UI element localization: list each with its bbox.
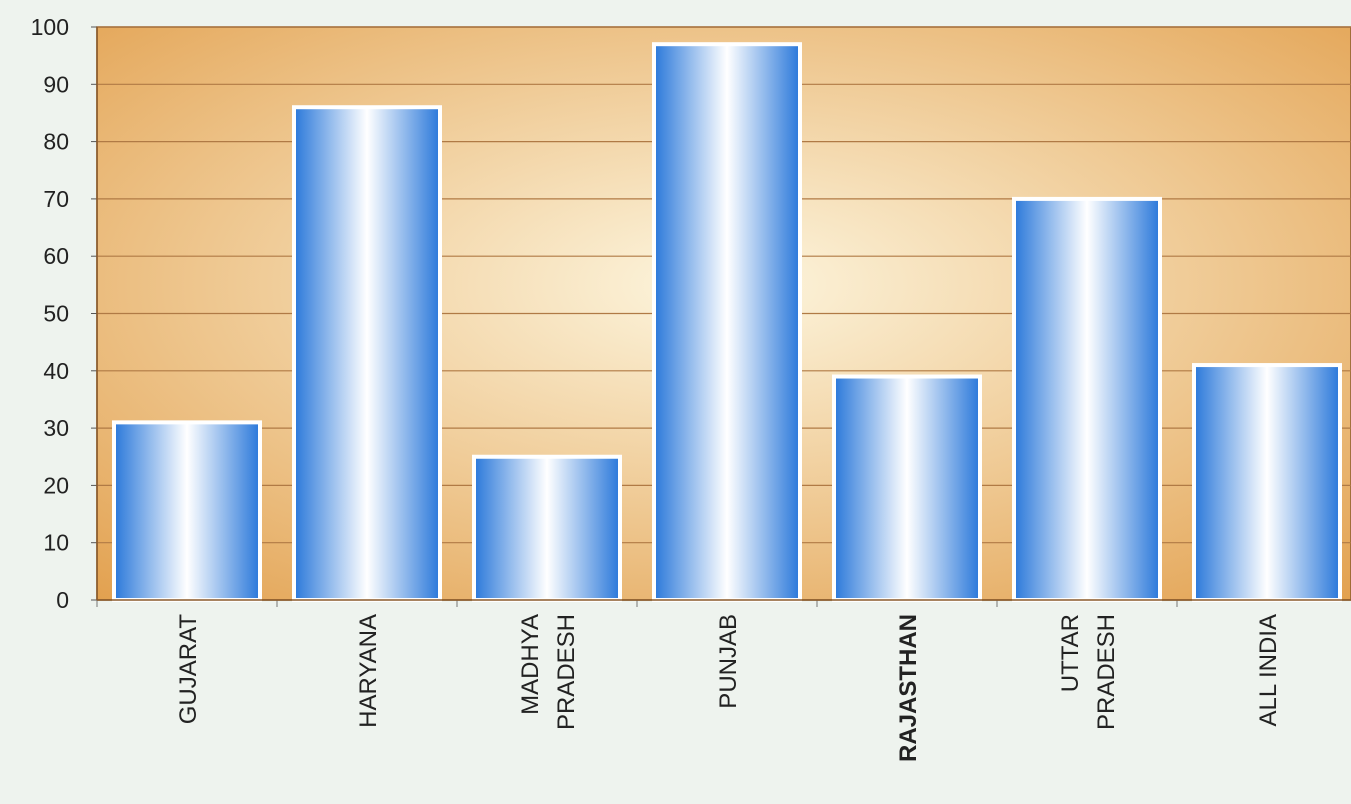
y-tick-label: 30 (43, 415, 69, 441)
y-tick-label: 60 (43, 243, 69, 269)
x-axis: GUJARAT HARYANA MADHYA PRADESH PUNJAB RAJASTH… (96, 599, 1351, 762)
y-tick-label: 40 (43, 358, 69, 384)
bar-uttar-pradesh (1012, 196, 1162, 602)
bar-rajasthan (832, 374, 982, 602)
bar-punjab (652, 42, 802, 602)
y-tick-label: 10 (43, 530, 69, 556)
bar-haryana (292, 105, 442, 602)
x-tick-label: MADHYA PRADESH (517, 614, 580, 730)
bar-all-india (1192, 363, 1342, 602)
x-tick-label-line: GUJARAT (175, 614, 202, 725)
x-tick-label-line: PRADESH (553, 614, 580, 730)
y-tick-label: 80 (43, 129, 69, 155)
y-tick-label: 0 (56, 587, 69, 613)
y-tick-label: 20 (43, 472, 69, 498)
x-tick-label: GUJARAT (175, 614, 202, 725)
bar-madhya-pradesh (472, 454, 622, 602)
bar-gujarat (112, 420, 262, 602)
y-tick-label: 90 (43, 71, 69, 97)
x-tick-label-line: ALL INDIA (1255, 614, 1282, 727)
x-tick-label: ALL INDIA (1255, 614, 1282, 727)
x-tick-label: UTTAR PRADESH (1057, 614, 1120, 730)
x-tick-label-line: HARYANA (355, 614, 382, 728)
x-tick-label-line: PUNJAB (715, 614, 742, 709)
y-tick-label: 50 (43, 301, 69, 327)
x-tick-label-line: PRADESH (1093, 614, 1120, 730)
x-tick-label-line: MADHYA (517, 614, 544, 715)
bars (112, 42, 1342, 602)
y-tick-label: 100 (31, 14, 69, 40)
y-tick-label: 70 (43, 186, 69, 212)
x-tick-label: PUNJAB (715, 614, 742, 709)
y-axis: 0 10 20 30 40 50 60 70 80 90 100 (31, 14, 98, 613)
x-tick-label: HARYANA (355, 614, 382, 728)
x-tick-label-line: UTTAR (1057, 614, 1084, 692)
x-tick-label-line: RAJASTHAN (895, 614, 922, 762)
x-tick-label: RAJASTHAN (895, 614, 922, 762)
